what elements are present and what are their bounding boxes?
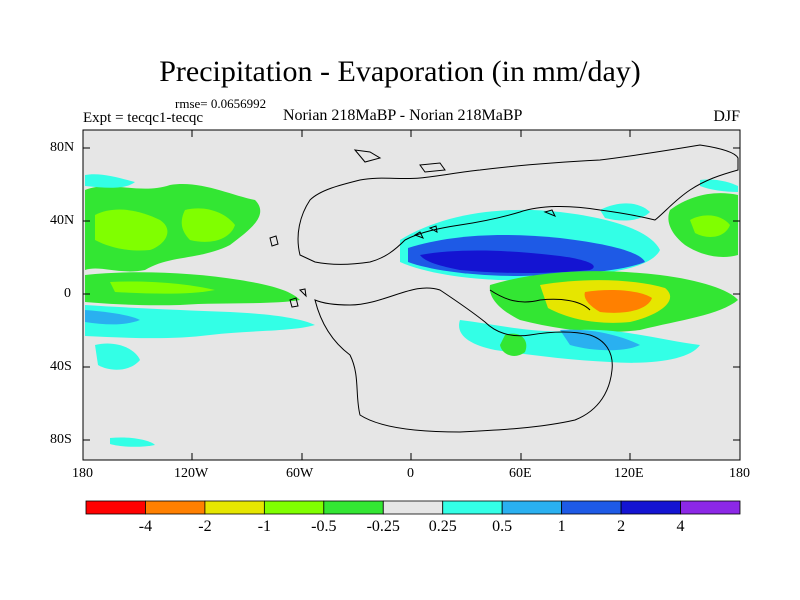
y-tick-label: 40S [50,359,72,374]
colorbar-swatch [85,500,146,515]
cyan-patch-far-south [110,437,155,447]
colorbar-swatch [382,500,444,515]
colorbar-label: -0.5 [311,518,337,535]
colorbar-swatch [680,500,741,515]
y-tick-label: 0 [64,286,71,301]
experiment-label: Expt = tecqc1-tecqc [83,110,204,126]
lightgreen-band-equator [110,281,215,294]
green-south-east [500,333,527,356]
coastline-islands-3 [269,235,307,308]
colorbar [85,500,741,515]
colorbar-label: 0.5 [492,518,513,535]
blue-band-south [85,310,140,325]
lightgreen-patch-nw2 [181,208,235,242]
colorbar-swatch [561,500,622,515]
cyan-patch-sw [95,343,140,370]
cyan-small-ne [700,179,738,192]
lightgreen-ne [690,215,730,237]
coastline-pangaea-north [297,144,739,265]
colorbar-swatch [323,500,384,515]
rmse-label: rmse= 0.0656992 [175,96,267,111]
y-tick-label: 80N [50,140,75,155]
x-tick-label: 60W [286,466,314,481]
coastline-islands-1 [413,209,557,239]
colorbar-swatch [145,500,206,515]
coastline-islands-2 [353,149,446,173]
cyan-strip-north [85,174,135,188]
colorbar-label: -0.25 [366,518,400,535]
season-label: DJF [713,108,740,125]
colorbar-label: 2 [617,518,626,535]
runs-label: Norian 218MaBP - Norian 218MaBP [283,107,523,124]
colorbar-swatch [620,500,681,515]
y-tick-label: 40N [50,213,75,228]
x-tick-label: 0 [407,466,414,481]
coastline-east-peninsula [489,289,591,311]
axis-ticks [83,130,740,460]
y-tick-label: 80S [50,432,72,447]
colorbar-swatch [204,500,265,515]
x-tick-label: 60E [509,466,532,481]
colorbar-label: -4 [138,518,153,535]
darkblue-tethys [420,250,594,273]
cyan-band-south [85,305,315,339]
colorbar-label: 4 [676,518,685,535]
lightgreen-patch-nw [95,209,168,251]
x-tick-label: 120E [614,466,644,481]
colorbar-swatch [263,500,325,515]
colorbar-label: -2 [198,518,212,535]
colorbar-label: 0.25 [428,518,457,535]
x-tick-label: 180 [729,466,750,481]
coastline-pangaea-south [314,287,613,433]
colorbar-swatch [442,500,503,515]
colorbar-label: -1 [257,518,272,535]
plot-title: Precipitation - Evaporation (in mm/day) [159,55,641,88]
colorbar-label: 1 [557,518,566,535]
orange-east-equator [584,290,652,313]
coastlines [269,144,739,433]
x-tick-label: 120W [174,466,209,481]
x-tick-label: 180 [72,466,93,481]
colorbar-swatch [501,500,563,515]
